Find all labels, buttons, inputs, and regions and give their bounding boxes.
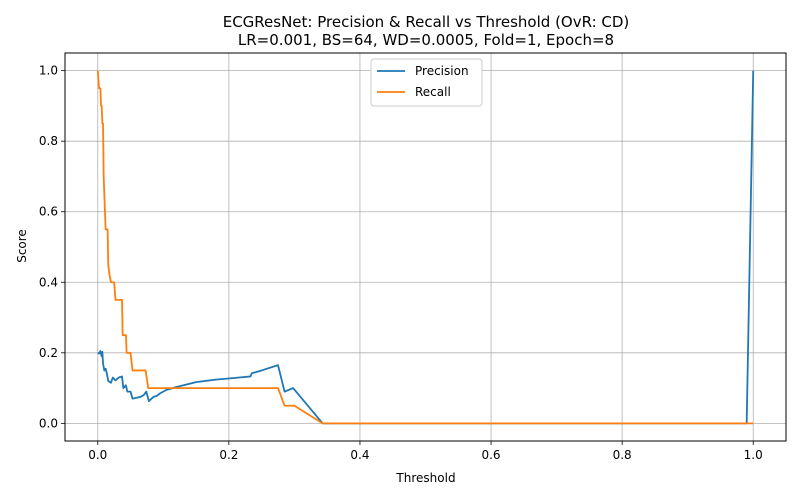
x-tick-label: 0.6	[481, 448, 500, 462]
legend-label-recall: Recall	[415, 85, 451, 99]
x-tick-label: 1.0	[744, 448, 763, 462]
y-axis-label: Score	[15, 229, 29, 263]
plot-frame	[64, 52, 787, 442]
y-tick-label: 0.0	[39, 416, 58, 430]
x-tick-label: 0.8	[613, 448, 632, 462]
x-axis-label: Threshold	[395, 471, 455, 485]
y-tick-label: 0.2	[39, 346, 58, 360]
series-layer	[96, 70, 755, 425]
chart-title: ECGResNet: Precision & Recall vs Thresho…	[223, 13, 630, 31]
y-tick-label: 1.0	[39, 64, 58, 78]
x-tick-label: 0.4	[350, 448, 369, 462]
legend-label-precision: Precision	[415, 64, 469, 78]
y-tick-label: 0.8	[39, 134, 58, 148]
x-tick-label: 0.2	[219, 448, 238, 462]
series-line-precision	[97, 70, 755, 425]
y-tick-label: 0.6	[39, 205, 58, 219]
y-tick-label: 0.4	[39, 275, 58, 289]
y-axis-ticks: 0.0 0.2 0.4 0.6 0.8 1.0	[39, 64, 65, 430]
series-line-recall	[96, 70, 754, 425]
legend: Precision Recall	[370, 58, 483, 107]
x-axis-ticks: 0.0 0.2 0.4 0.6 0.8 1.0	[88, 441, 763, 462]
x-tick-label: 0.0	[88, 448, 107, 462]
chart-subtitle: LR=0.001, BS=64, WD=0.0005, Fold=1, Epoc…	[238, 31, 614, 49]
